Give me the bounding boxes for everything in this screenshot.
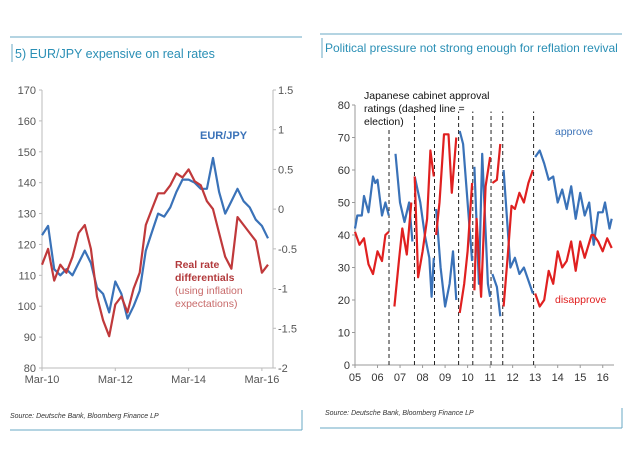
y-tick-label: 90: [24, 332, 36, 344]
y2-tick-label: 0.5: [278, 164, 293, 176]
disapprove-line: [413, 149, 435, 279]
y2-tick-label: -0.5: [278, 244, 297, 256]
approve-line: [502, 169, 534, 294]
eurjpy-line: [41, 156, 269, 320]
real-rate-line: [40, 168, 269, 338]
x-tick-label: Mar-14: [171, 374, 206, 386]
y-tick-label: 100: [18, 301, 36, 313]
real-rate-label: differentials: [175, 272, 235, 284]
x-tick-label: 06: [371, 372, 383, 384]
disapprove-line: [393, 202, 413, 307]
y-tick-label: 50: [338, 198, 350, 210]
x-tick-label: 08: [416, 372, 428, 384]
x-tick-label: 07: [394, 372, 406, 384]
disapprove-line: [473, 156, 492, 298]
approve-label: approve: [555, 126, 593, 138]
chart-note: election): [364, 116, 404, 128]
y2-tick-label: -1: [278, 284, 288, 296]
eurjpy-label: EUR/JPY: [200, 130, 248, 142]
y-tick-label: 150: [18, 147, 36, 159]
x-tick-label: Mar-10: [25, 374, 60, 386]
left-chart: 80 90 100 110 120 130 140 150 160 170 -2 -1.5 -1 -0.5…: [18, 85, 297, 386]
x-tick-label: 15: [574, 372, 586, 384]
x-tick-label: Mar-16: [244, 374, 279, 386]
y2-tick-label: -1.5: [278, 323, 297, 335]
x-tick-label: 13: [529, 372, 541, 384]
left-chart-title: 5) EUR/JPY expensive on real rates: [15, 47, 215, 61]
chart-note: ratings (dashed line =: [364, 103, 465, 115]
y-tick-label: 40: [338, 230, 350, 242]
y-tick-label: 60: [338, 165, 350, 177]
y2-tick-label: 1: [278, 125, 284, 137]
approve-line: [353, 175, 390, 229]
approve-line: [491, 273, 502, 317]
disapprove-line: [458, 182, 474, 314]
x-tick-label: 12: [507, 372, 519, 384]
y2-tick-label: -2: [278, 363, 288, 375]
y-tick-label: 20: [338, 295, 350, 307]
y-tick-label: 80: [24, 363, 36, 375]
y-tick-label: 30: [338, 263, 350, 275]
right-chart-title: Political pressure not strong enough for…: [325, 41, 618, 55]
disapprove-line: [491, 143, 502, 184]
approve-line: [435, 208, 458, 308]
x-tick-label: Mar-12: [98, 374, 133, 386]
x-tick-label: 05: [349, 372, 361, 384]
x-tick-label: 14: [552, 372, 564, 384]
y-tick-label: 10: [338, 328, 350, 340]
right-source: Source: Deutsche Bank, Bloomberg Finance…: [325, 410, 474, 417]
real-rate-label: Real rate: [175, 259, 220, 271]
real-rate-label: (using inflation: [175, 285, 243, 297]
disapprove-line: [534, 233, 613, 308]
right-chart: 0 10 20 30 40 50 60 70 80 05 06 07 08 09 10 11 12 13 14 15 1…: [338, 90, 614, 384]
chart-note: Japanese cabinet approval: [364, 90, 490, 102]
approve-line: [413, 176, 435, 298]
y-tick-label: 80: [338, 100, 350, 112]
y2-tick-label: 1.5: [278, 85, 293, 97]
real-rate-label: expectations): [175, 298, 237, 310]
y-tick-label: 160: [18, 116, 36, 128]
approve-line: [534, 149, 613, 246]
y-tick-label: 0: [344, 360, 350, 372]
y-tick-label: 140: [18, 178, 36, 190]
disapprove-line: [435, 133, 458, 236]
y-tick-label: 130: [18, 209, 36, 221]
x-tick-label: 16: [597, 372, 609, 384]
disapprove-label: disapprove: [555, 294, 607, 306]
y-tick-label: 120: [18, 239, 36, 251]
disapprove-line: [353, 230, 390, 276]
disapprove-line: [502, 169, 534, 307]
left-source: Source: Deutsche Bank, Bloomberg Finance…: [10, 413, 159, 420]
y-tick-label: 170: [18, 85, 36, 97]
y-tick-label: 110: [18, 270, 36, 282]
x-tick-label: 11: [484, 372, 495, 384]
y2-tick-label: 0: [278, 204, 284, 216]
x-tick-label: 10: [461, 372, 473, 384]
y-tick-label: 70: [338, 133, 350, 145]
x-tick-label: 09: [439, 372, 451, 384]
